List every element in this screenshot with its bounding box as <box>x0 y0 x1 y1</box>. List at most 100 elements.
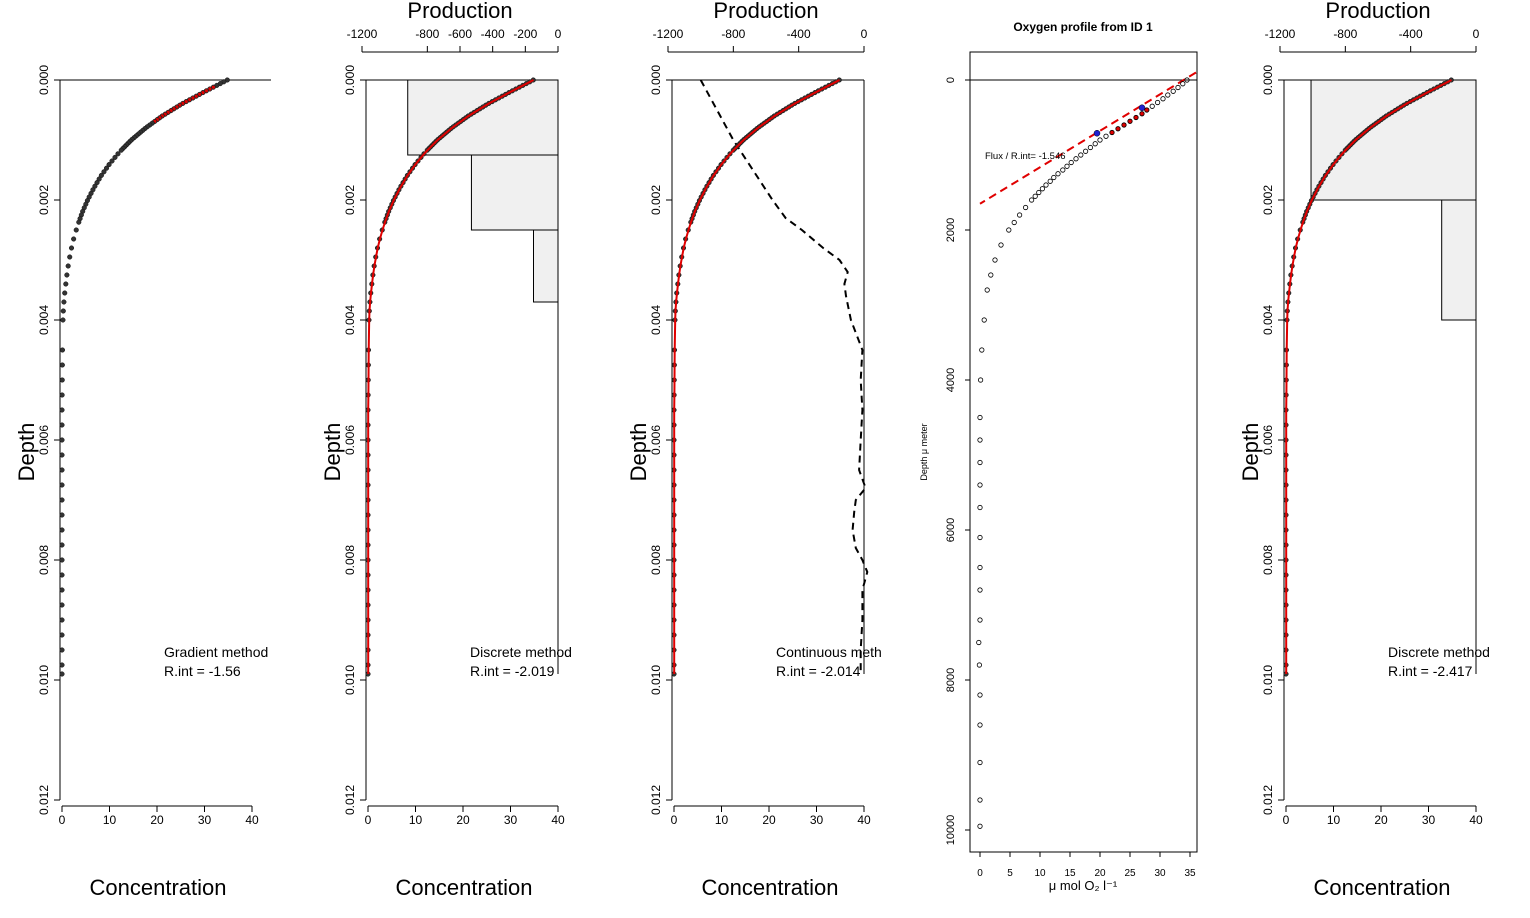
highlight-point <box>204 89 208 93</box>
x-tick-label: 10 <box>1327 813 1341 827</box>
top-tick-label: -1200 <box>347 27 378 41</box>
data-point <box>59 407 65 413</box>
x-tick-label: 40 <box>245 813 259 827</box>
oxygen-point <box>1011 219 1017 226</box>
data-point <box>67 254 73 260</box>
x-axis-title: Concentration <box>90 875 227 900</box>
top-tick-label: -400 <box>787 27 811 41</box>
model-fit-line <box>367 79 534 674</box>
x-tick-label: 20 <box>1094 868 1106 879</box>
panel-oxygen: Oxygen profile from ID 1 0 2000 4000 6000 800… <box>919 20 1198 893</box>
top-axis-title: Production <box>1325 0 1430 23</box>
y-tick-label: 0.010 <box>1261 665 1275 695</box>
x-tick-label: 0 <box>1283 813 1290 827</box>
x-tick-label: 30 <box>504 813 518 827</box>
data-point <box>103 165 110 171</box>
data-point <box>59 512 65 518</box>
x-tick-label: 10 <box>1034 868 1046 879</box>
oxygen-point <box>977 437 983 443</box>
model-fit-line <box>1285 79 1452 674</box>
y-tick-label: 0.002 <box>1261 185 1275 215</box>
fit-endpoint-marker <box>1138 104 1146 111</box>
top-tick-label: -800 <box>415 27 439 41</box>
x-tick-label: 5 <box>1007 868 1013 879</box>
method-label: Discrete method <box>470 644 572 660</box>
y-tick-label: 0.012 <box>1261 785 1275 815</box>
data-point <box>59 467 65 473</box>
data-point <box>59 497 65 503</box>
data-point <box>71 236 77 242</box>
y-tick-label: 0.012 <box>649 785 663 815</box>
oxygen-point <box>979 347 985 353</box>
y-tick-label: 0.006 <box>37 425 51 455</box>
y-tick-label: 0.000 <box>649 65 663 95</box>
data-point <box>59 452 65 458</box>
oxygen-point <box>1170 88 1176 94</box>
model-fit-line <box>673 79 840 674</box>
y-tick-label: 0.000 <box>37 65 51 95</box>
y-axis-title: Depth <box>626 423 651 482</box>
x-tick-label: 0 <box>59 813 66 827</box>
oxygen-point <box>1149 103 1155 109</box>
oxygen-point <box>1160 96 1166 102</box>
plot-frame <box>969 51 1198 853</box>
y-tick-label: 0.008 <box>343 545 357 575</box>
data-point <box>109 158 115 164</box>
oxygen-point <box>976 639 982 646</box>
x-tick-label: 30 <box>1422 813 1436 827</box>
oxygen-point <box>1180 81 1186 87</box>
oxygen-point <box>1155 99 1161 106</box>
x-axis-title: Concentration <box>702 875 839 900</box>
method-label: Gradient method <box>164 644 268 660</box>
oxygen-point <box>1022 204 1029 211</box>
y-tick-label: 4000 <box>945 368 957 392</box>
production-bar <box>407 79 559 156</box>
x-tick-label: 30 <box>810 813 824 827</box>
y-tick-label: 0.002 <box>649 185 663 215</box>
oxygen-point <box>976 662 983 668</box>
oxygen-point <box>977 587 983 593</box>
oxygen-point <box>988 272 994 278</box>
top-tick-label: -400 <box>481 27 505 41</box>
oxygen-point <box>1006 227 1012 233</box>
panel-gradient: 0.000 0.002 0.004 0.006 0.008 0.010 0.012 Depth… <box>14 65 271 900</box>
data-point <box>101 169 107 175</box>
oxygen-point <box>1047 178 1053 184</box>
oxygen-point <box>1115 126 1121 132</box>
y-tick-label: 0.008 <box>1261 545 1275 575</box>
y-tick-label: 0 <box>945 77 957 83</box>
oxygen-point <box>977 377 984 383</box>
y-tick-label: 0.000 <box>343 65 357 95</box>
data-point <box>59 422 65 428</box>
y-tick-label: 0.008 <box>649 545 663 575</box>
x-tick-label: 40 <box>857 813 871 827</box>
y-tick-label: 8000 <box>945 668 957 692</box>
method-label: Discrete method <box>1388 644 1490 660</box>
x-tick-label: 40 <box>1469 813 1483 827</box>
oxygen-point <box>992 257 998 263</box>
oxygen-point <box>977 482 983 488</box>
highlight-point <box>187 98 192 102</box>
production-curve <box>699 79 869 674</box>
data-point <box>59 662 65 668</box>
data-point <box>59 482 65 488</box>
x-tick-label: 10 <box>103 813 117 827</box>
oxygen-point <box>1133 114 1139 121</box>
highlight-point <box>211 85 215 89</box>
rint-label: R.int = -2.014 <box>776 663 861 679</box>
data-point <box>118 147 124 153</box>
oxygen-point <box>977 722 983 728</box>
oxygen-point <box>977 564 983 571</box>
oxygen-point <box>1175 84 1181 91</box>
fit-endpoint-marker <box>1093 130 1101 137</box>
oxygen-point <box>977 504 983 511</box>
highlight-point <box>208 87 212 91</box>
data-point <box>98 172 104 178</box>
oxygen-point <box>977 414 983 421</box>
oxygen-point <box>1139 111 1145 117</box>
data-point <box>73 227 79 233</box>
x-tick-label: 25 <box>1124 868 1136 879</box>
production-bar <box>470 154 559 231</box>
oxygen-point <box>1029 197 1035 203</box>
y-tick-label: 0.008 <box>37 545 51 575</box>
